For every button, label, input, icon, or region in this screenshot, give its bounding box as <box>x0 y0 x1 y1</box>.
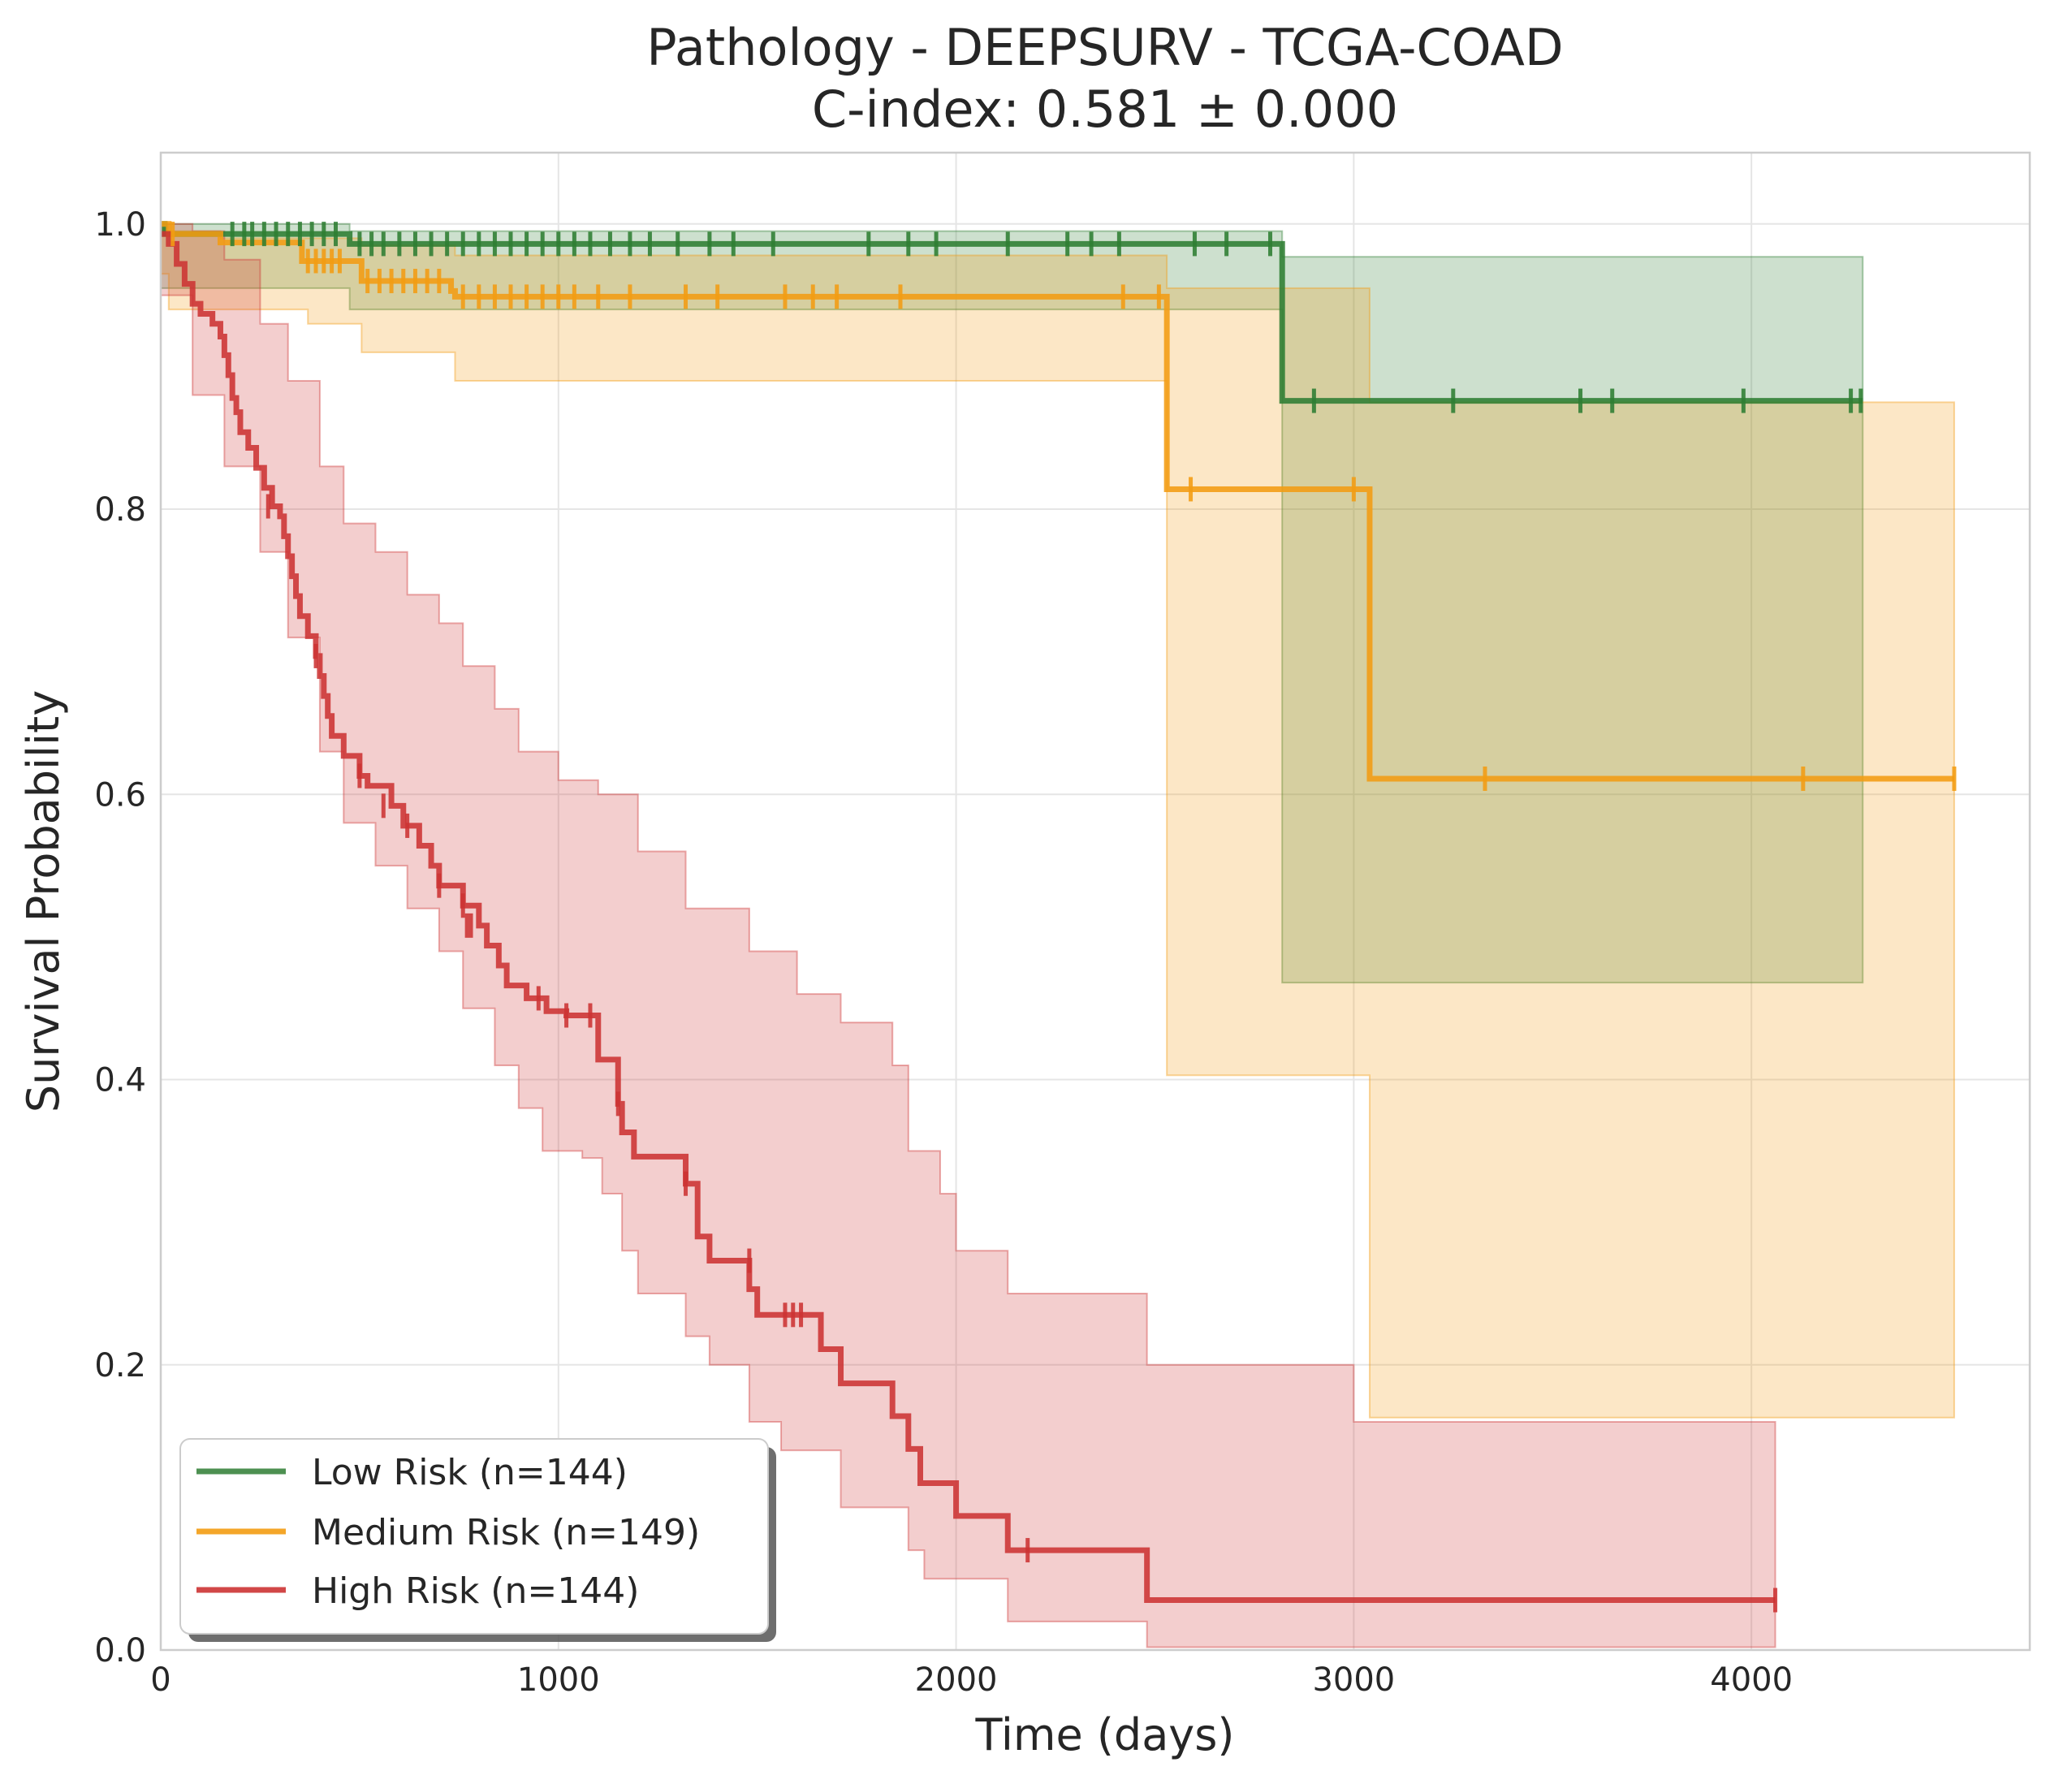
y-tick-label: 0.6 <box>94 776 146 814</box>
censor-marks <box>171 222 1957 1613</box>
y-tick-label: 0.2 <box>94 1347 146 1384</box>
legend-label-low-risk: Low Risk (n=144) <box>312 1452 628 1493</box>
y-tick-label: 0.4 <box>94 1062 146 1099</box>
survival-line-medium-risk <box>161 221 1954 782</box>
y-axis-label: Survival Probability <box>18 690 69 1112</box>
plot-frame <box>159 151 2031 1652</box>
legend-label-high-risk: High Risk (n=144) <box>312 1570 639 1612</box>
grid-layer <box>160 153 2030 1651</box>
legend: Low Risk (n=144) Medium Risk (n=149) Hig… <box>179 1438 776 1642</box>
confidence-bands <box>160 222 1955 1648</box>
x-axis-label: Time (days) <box>975 1709 1235 1760</box>
tick-labels: 0 1000 2000 3000 4000 0.0 0.2 0.4 0.6 0.8 1.0 <box>94 206 1793 1699</box>
x-tick-label: 3000 <box>1312 1661 1395 1699</box>
chart-subtitle: C-index: 0.581 ± 0.000 <box>812 80 1398 139</box>
x-tick-label: 2000 <box>915 1661 998 1699</box>
x-tick-label: 4000 <box>1710 1661 1793 1699</box>
x-tick-label: 0 <box>150 1661 171 1699</box>
y-tick-label: 0.8 <box>94 491 146 529</box>
y-tick-label: 0.0 <box>94 1632 146 1670</box>
legend-label-medium-risk: Medium Risk (n=149) <box>312 1512 700 1553</box>
ci-band-high-risk <box>160 222 1776 1648</box>
ci-band-low-risk <box>160 222 1864 984</box>
survival-line-high-risk <box>161 231 1776 1604</box>
legend-box <box>179 1438 769 1635</box>
ci-band-medium-risk <box>160 222 1955 1419</box>
chart-title: Pathology - DEEPSURV - TCGA-COAD <box>646 18 1563 77</box>
x-tick-label: 1000 <box>517 1661 600 1699</box>
y-tick-label: 1.0 <box>94 206 146 244</box>
survival-curves <box>161 221 1954 1604</box>
